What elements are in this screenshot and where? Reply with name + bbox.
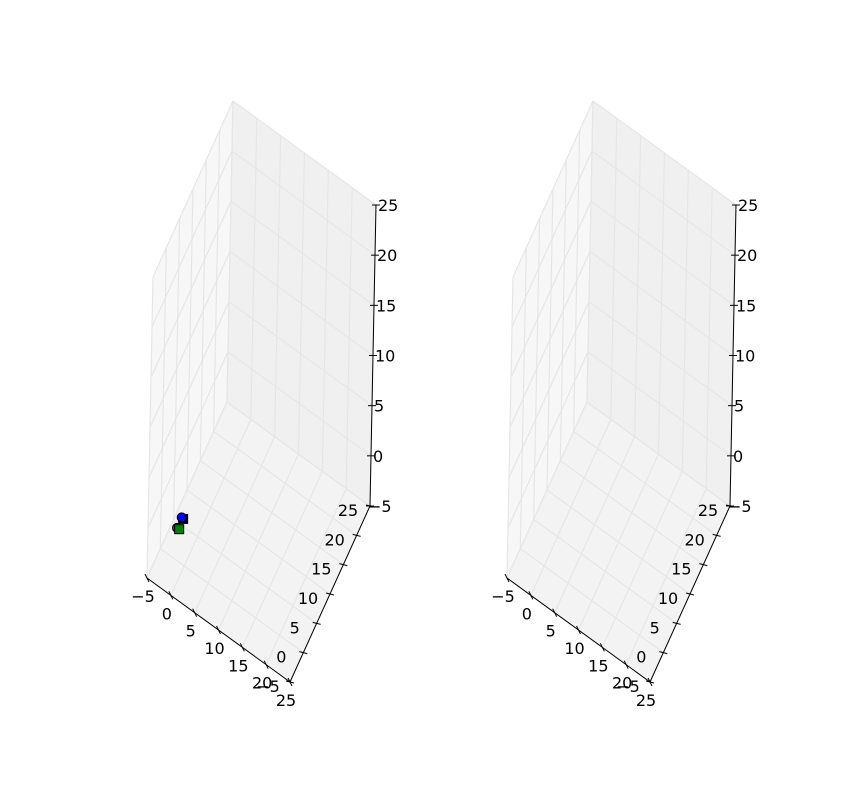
x-tick: [216, 625, 221, 635]
y-tick-label: 25: [338, 501, 358, 520]
scatter-point-circle: [176, 512, 187, 523]
x-tick-label: 10: [204, 639, 224, 658]
z-tick-label: 10: [735, 347, 755, 366]
y-tick: [339, 563, 348, 567]
y-tick: [299, 651, 308, 655]
y-tick-label: 10: [658, 589, 678, 608]
y-tick-label: 0: [276, 648, 286, 667]
x-tick-label: 0: [522, 604, 532, 623]
y-tick-label: 5: [650, 618, 660, 637]
y-tick: [712, 533, 721, 537]
grid-line: [586, 401, 731, 507]
x-tick: [623, 660, 629, 669]
x-tick: [239, 643, 245, 652]
z-tick-label: 25: [738, 196, 758, 215]
z-tick-label: 20: [737, 246, 757, 265]
grid-line: [511, 150, 593, 328]
y-tick-label: −5: [616, 677, 640, 696]
y-tick: [325, 592, 335, 596]
grid-line: [232, 100, 377, 206]
y-tick: [312, 621, 321, 625]
z-tick-label: −5: [368, 497, 392, 516]
grid-line: [152, 100, 234, 278]
x-tick-label: 5: [546, 622, 556, 641]
y-tick-label: 25: [698, 501, 718, 520]
grid-line: [151, 150, 233, 328]
x-tick-label: 20: [612, 674, 632, 693]
z-tick-label: 5: [734, 397, 744, 416]
x-tick-label: −5: [491, 587, 515, 606]
y-tick-label: 15: [671, 560, 691, 579]
grid-line: [231, 150, 376, 256]
y-tick: [352, 533, 361, 537]
grid-line: [226, 100, 234, 403]
y-tick-label: 0: [636, 648, 646, 667]
x-tick-label: 10: [564, 639, 584, 658]
x-tick: [168, 591, 174, 600]
x-tick: [263, 660, 269, 669]
x-tick-label: −5: [131, 587, 155, 606]
grid: [506, 100, 737, 683]
panes: [507, 101, 736, 682]
z-tick-label: 15: [376, 296, 396, 315]
x-tick: [599, 643, 605, 652]
y-tick-label: −5: [256, 677, 280, 696]
y-tick: [699, 563, 708, 567]
panes: [147, 101, 376, 682]
y-tick-label: 5: [290, 618, 300, 637]
x-tick: [552, 608, 558, 617]
grid-line: [512, 100, 594, 278]
x-tick: [192, 608, 198, 617]
y-tick: [672, 621, 681, 625]
data-points: [171, 512, 189, 535]
y-tick-label: 15: [311, 560, 331, 579]
grid-line: [586, 100, 594, 403]
z-tick-label: 0: [373, 447, 383, 466]
y-tick: [285, 680, 295, 684]
z-tick-label: 25: [378, 196, 398, 215]
z-tick-label: 0: [733, 447, 743, 466]
z-tick-label: −5: [728, 497, 752, 516]
y-tick: [659, 651, 668, 655]
x-tick: [504, 573, 510, 583]
x-tick: [576, 625, 581, 635]
x-tick-label: 0: [162, 604, 172, 623]
y-tick: [685, 592, 695, 596]
grid-line: [226, 401, 371, 507]
z-tick-label: 20: [377, 246, 397, 265]
x-tick-label: 15: [588, 656, 608, 675]
z-tick-label: 10: [375, 347, 395, 366]
z-tick-label: 5: [374, 397, 384, 416]
x-tick-label: 5: [186, 622, 196, 641]
y-tick: [645, 680, 655, 684]
x-tick-label: 25: [276, 691, 296, 710]
z-tick-label: 15: [736, 296, 756, 315]
grid-line: [213, 430, 358, 536]
grid-line: [573, 430, 718, 536]
y-tick-label: 20: [324, 530, 344, 549]
y-tick-label: 20: [684, 530, 704, 549]
y-tick-label: 10: [298, 589, 318, 608]
x-tick-label: 15: [228, 656, 248, 675]
grid-line: [592, 100, 737, 206]
x-tick: [528, 591, 534, 600]
x-tick-label: 20: [252, 674, 272, 693]
grid-line: [591, 150, 736, 256]
x-tick: [144, 573, 150, 583]
scatter-point-square: [174, 524, 185, 535]
x-tick-label: 25: [636, 691, 656, 710]
